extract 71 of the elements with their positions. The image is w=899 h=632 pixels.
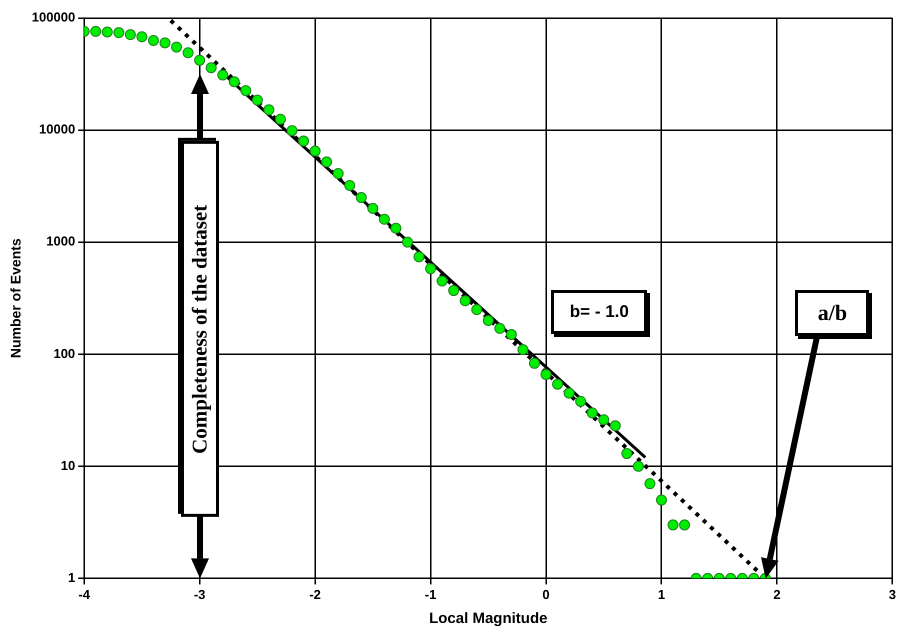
point: [286, 125, 298, 136]
point: [552, 378, 564, 390]
point: [656, 494, 667, 506]
point: [367, 202, 378, 214]
point: [136, 31, 148, 42]
callout-box: b= - 1.0: [551, 290, 648, 334]
point: [471, 304, 482, 316]
point: [228, 76, 240, 88]
y-tick-label: 100000: [32, 10, 76, 25]
y-tick-label: 1: [68, 570, 76, 585]
point: [124, 29, 136, 40]
point: [586, 407, 598, 418]
x-tick-label: 3: [888, 586, 896, 602]
point: [274, 114, 286, 125]
point: [482, 315, 494, 326]
point: [621, 448, 632, 460]
y-tick-label: 1000: [46, 234, 76, 249]
point: [344, 180, 356, 192]
y-tick-label: 10: [60, 458, 76, 473]
point: [644, 478, 656, 490]
y-tick-label: 100: [53, 346, 76, 361]
point: [252, 94, 263, 106]
y-tick-label: 10000: [39, 122, 76, 137]
point: [575, 396, 586, 407]
point: [194, 54, 206, 66]
point: [102, 26, 113, 38]
point: [668, 519, 679, 530]
point: [217, 70, 228, 81]
point: [90, 26, 102, 37]
point: [160, 37, 170, 48]
callout-box: a/b: [795, 290, 870, 336]
point: [632, 460, 644, 472]
point: [679, 519, 690, 530]
x-tick-label: -4: [78, 586, 91, 602]
point: [113, 27, 124, 38]
point: [448, 285, 460, 296]
point: [460, 295, 471, 306]
point: [564, 388, 575, 399]
point: [182, 47, 194, 58]
point: [414, 251, 425, 262]
point: [171, 42, 182, 53]
x-tick-label: 0: [542, 586, 550, 602]
point: [332, 168, 344, 179]
point: [356, 192, 367, 204]
x-tick-label: -3: [194, 586, 206, 602]
point: [310, 146, 321, 157]
x-tick-label: -1: [424, 586, 436, 602]
point: [148, 34, 159, 46]
point: [390, 222, 402, 234]
point: [610, 420, 621, 432]
point: [240, 85, 252, 96]
point: [378, 214, 390, 225]
point: [506, 329, 517, 340]
point: [206, 62, 217, 74]
point: [402, 236, 413, 248]
y-axis-title: Number of Events: [7, 238, 24, 358]
point: [436, 276, 448, 287]
x-axis-title: Local Magnitude: [429, 610, 548, 628]
point: [494, 322, 506, 334]
x-tick-label: 1: [658, 586, 666, 602]
x-tick-label: -2: [309, 586, 321, 602]
point: [321, 156, 332, 168]
callout-box: Completeness of the dataset: [180, 141, 219, 518]
point: [540, 368, 552, 380]
point: [517, 344, 528, 356]
point: [528, 358, 540, 369]
point: [425, 263, 436, 274]
x-tick-label: 2: [773, 586, 781, 602]
point: [298, 135, 310, 146]
point: [598, 414, 610, 426]
point: [263, 104, 274, 116]
